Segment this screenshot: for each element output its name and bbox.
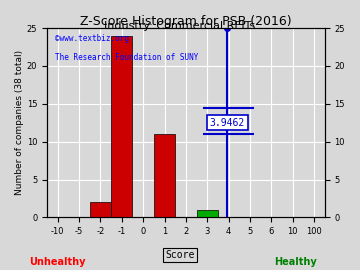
Text: The Research Foundation of SUNY: The Research Foundation of SUNY [55, 53, 199, 62]
Text: Industry: Commercial REITs: Industry: Commercial REITs [104, 21, 256, 31]
Text: 3.9462: 3.9462 [210, 118, 245, 128]
Bar [111, 36, 132, 217]
Title: Z-Score Histogram for PSB (2016): Z-Score Histogram for PSB (2016) [80, 15, 292, 28]
Text: Score: Score [165, 250, 195, 260]
Y-axis label: Number of companies (38 total): Number of companies (38 total) [15, 50, 24, 195]
Bar [90, 202, 111, 217]
Text: Healthy: Healthy [274, 257, 316, 267]
Bar [154, 134, 175, 217]
Bar [197, 210, 218, 217]
Text: ©www.textbiz.org: ©www.textbiz.org [55, 34, 129, 43]
Text: Unhealthy: Unhealthy [30, 257, 86, 267]
